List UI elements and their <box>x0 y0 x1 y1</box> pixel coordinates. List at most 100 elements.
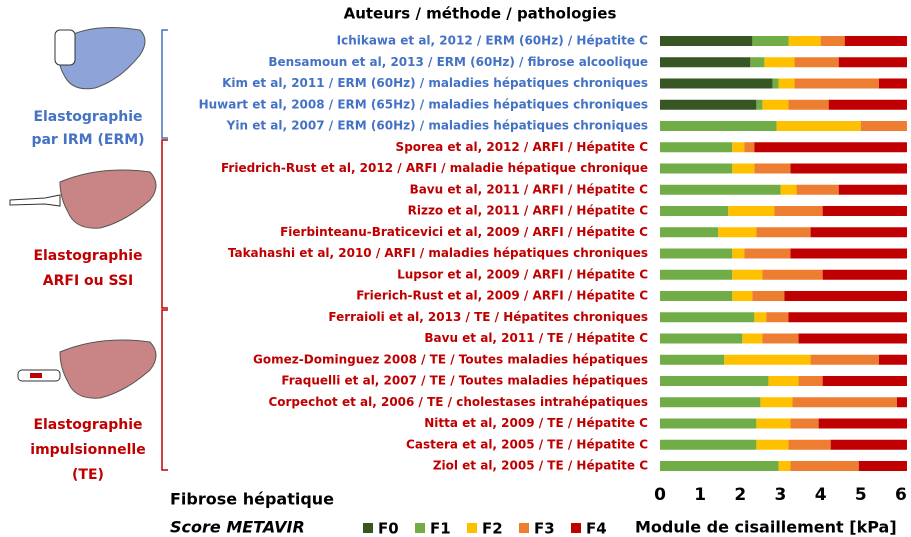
bar-segment <box>822 376 907 386</box>
bar-segment <box>776 121 861 131</box>
bar-segment <box>788 312 907 323</box>
bar-segment <box>788 99 829 110</box>
bar-segment <box>744 248 791 259</box>
legend-swatch <box>363 523 373 533</box>
bar-segment <box>762 333 799 344</box>
bar-segment <box>752 36 789 46</box>
legend-title: Fibrose hépatique <box>170 490 334 509</box>
group-bracket <box>161 309 168 471</box>
bar-segment <box>754 312 767 323</box>
bar-segment <box>660 291 733 301</box>
legend-label: F1 <box>430 520 451 537</box>
bar-segment <box>660 269 733 280</box>
bar-segment <box>660 142 733 153</box>
bar-segment <box>878 78 907 89</box>
bar-segment <box>660 99 757 110</box>
bar-segment <box>660 439 757 450</box>
bar-segment <box>764 57 795 68</box>
x-tick-label: 0 <box>654 485 666 505</box>
bar-segment <box>790 461 859 471</box>
bar-segment <box>660 36 753 46</box>
x-axis-label: Module de cisaillement [kPa] <box>635 518 897 537</box>
category-label: Lupsor et al, 2009 / ARFI / Hépatite C <box>397 267 648 281</box>
bar-segment <box>790 163 907 174</box>
x-tick-label: 1 <box>694 485 706 505</box>
bar-segment <box>838 57 907 68</box>
x-tick-label: 4 <box>815 485 827 505</box>
bar-segment <box>794 78 879 89</box>
bar-segment <box>732 142 745 153</box>
bar-segment <box>660 461 779 471</box>
category-label: Ichikawa et al, 2012 / ERM (60Hz) / Hépa… <box>337 34 649 48</box>
legend-label: F0 <box>378 520 399 537</box>
bar-segment <box>766 312 789 323</box>
bar-segment <box>756 439 789 450</box>
bar-segment <box>760 397 793 408</box>
bar-segment <box>660 333 743 344</box>
legend-swatch <box>467 523 477 533</box>
bar-segment <box>896 397 907 408</box>
group-label: Elastographie <box>33 109 142 125</box>
bar-segment <box>794 57 839 68</box>
bar-segment <box>772 78 779 89</box>
bar-segment <box>788 439 831 450</box>
category-label: Ziol et al, 2005 / TE / Hépatite C <box>433 459 648 473</box>
bar-segment <box>754 142 907 153</box>
category-label: Gomez-Dominguez 2008 / TE / Toutes malad… <box>253 352 648 366</box>
category-label: Nitta et al, 2009 / TE / Hépatite C <box>424 416 648 430</box>
group-bracket <box>161 139 168 309</box>
bar-segment <box>780 184 797 195</box>
bar-segment <box>756 99 763 110</box>
bar-segment <box>660 397 761 408</box>
group-bracket <box>161 29 168 139</box>
bar-segment <box>792 397 897 408</box>
bar-segment <box>790 248 907 259</box>
bar-segment <box>750 57 765 68</box>
x-tick-label: 6 <box>895 485 907 505</box>
x-tick-label: 3 <box>775 485 787 505</box>
bar-segment <box>784 291 907 301</box>
bar-segment <box>778 461 791 471</box>
x-tick-label: 5 <box>855 485 867 505</box>
bar-segment <box>778 78 795 89</box>
category-label: Corpechot et al, 2006 / TE / cholestases… <box>268 395 648 409</box>
bar-segment <box>762 269 823 280</box>
category-label: Bavu et al, 2011 / ARFI / Hépatite C <box>410 182 649 196</box>
category-label: Takahashi et al, 2010 / ARFI / maladies … <box>228 246 648 260</box>
category-label: Bavu et al, 2011 / TE / Hépatite C <box>424 331 648 345</box>
category-label: Kim et al, 2011 / ERM (60Hz) / maladies … <box>222 76 648 90</box>
legend-swatch <box>519 523 529 533</box>
category-label: Rizzo et al, 2011 / ARFI / Hépatite C <box>408 204 649 218</box>
group-label: impulsionnelle <box>30 442 145 458</box>
group-label: Elastographie <box>33 417 142 433</box>
bar-segment <box>718 227 757 238</box>
bar-segment <box>660 184 781 195</box>
group-label: ARFI ou SSI <box>43 273 133 289</box>
bar-segment <box>810 227 907 238</box>
bar-segment <box>752 291 785 301</box>
bar-segment <box>660 57 751 68</box>
category-label: Fraquelli et al, 2007 / TE / Toutes mala… <box>281 374 648 388</box>
bar-segment <box>790 418 819 429</box>
bar-segment <box>798 333 907 344</box>
legend-swatch <box>415 523 425 533</box>
chart-title: Auteurs / méthode / pathologies <box>344 5 617 23</box>
category-label: Sporea et al, 2012 / ARFI / Hépatite C <box>396 140 649 154</box>
bar-segment <box>756 227 811 238</box>
group-label: (TE) <box>72 467 104 483</box>
group-label: Elastographie <box>33 248 142 264</box>
bar-segment <box>660 312 755 323</box>
bar-segment <box>762 99 789 110</box>
bar-segment <box>744 142 755 153</box>
category-label: Castera et al, 2005 / TE / Hépatite C <box>406 437 648 451</box>
bar-segment <box>838 184 907 195</box>
category-label: Fierbinteanu-Braticevici et al, 2009 / A… <box>280 225 648 239</box>
bar-segment <box>796 184 839 195</box>
bar-segment <box>798 376 823 386</box>
bar-segment <box>732 248 745 259</box>
bar-segment <box>774 206 823 216</box>
legend-label: F3 <box>534 520 555 537</box>
bar-segment <box>732 291 753 301</box>
category-label: Huwart et al, 2008 / ERM (65Hz) / maladi… <box>199 97 648 111</box>
